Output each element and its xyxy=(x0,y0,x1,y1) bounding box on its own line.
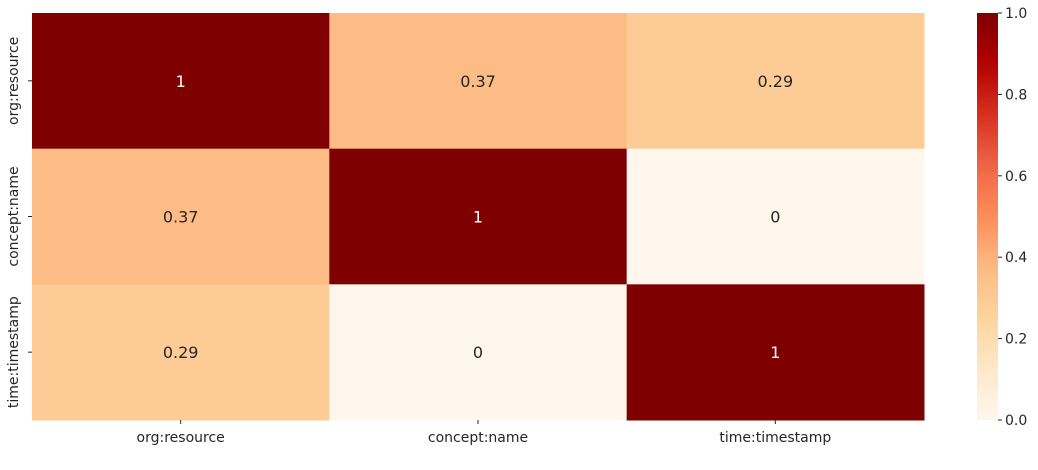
y-tick-label-1: concept:name xyxy=(6,166,22,266)
y-tick-label-0: org:resource xyxy=(6,37,22,125)
colorbar-tick-label-0: 0.0 xyxy=(1005,413,1027,429)
cell-value-label-0-2: 0.29 xyxy=(758,72,794,91)
cell-value-label-1-0: 0.37 xyxy=(163,208,199,227)
cell-value-label-2-0: 0.29 xyxy=(163,343,199,362)
colorbar-tick-label-3: 0.6 xyxy=(1005,169,1027,185)
cell-value-label-1-1: 1 xyxy=(473,208,483,227)
cell-value-label-1-2: 0 xyxy=(770,208,780,227)
cell-value-label-2-1: 0 xyxy=(473,343,483,362)
heatmap-cell-labels: 1 0.37 0.29 0.37 1 0 0.29 0 1 xyxy=(163,72,793,362)
colorbar-gradient xyxy=(977,13,998,420)
cell-value-label-2-2: 1 xyxy=(770,343,780,362)
y-axis: org:resource concept:name time:timestamp xyxy=(6,37,32,408)
x-tick-label-2: time:timestamp xyxy=(719,430,831,446)
colorbar: 0.0 0.2 0.4 0.6 0.8 1.0 xyxy=(977,6,1027,429)
colorbar-tick-label-1: 0.2 xyxy=(1005,332,1027,348)
heatmap-cells xyxy=(32,13,925,421)
colorbar-tick-label-5: 1.0 xyxy=(1005,6,1027,22)
cell-value-label-0-1: 0.37 xyxy=(460,72,496,91)
heatmap-cell-1-1 xyxy=(329,148,628,285)
y-tick-label-2: time:timestamp xyxy=(6,296,22,408)
colorbar-tick-label-2: 0.4 xyxy=(1005,250,1027,266)
heatmap-cell-0-2 xyxy=(626,13,925,150)
colorbar-tick-label-4: 0.8 xyxy=(1005,87,1027,103)
heatmap-cell-2-2 xyxy=(626,284,925,421)
heatmap-cell-2-0 xyxy=(32,284,330,421)
heatmap-cell-1-0 xyxy=(32,148,330,285)
heatmap-cell-0-1 xyxy=(329,13,628,150)
heatmap-cell-2-1 xyxy=(329,284,628,421)
cell-value-label-0-0: 1 xyxy=(176,72,186,91)
heatmap-cell-0-0 xyxy=(32,13,330,150)
x-tick-label-0: org:resource xyxy=(137,430,225,446)
x-axis: org:resource concept:name time:timestamp xyxy=(137,420,831,446)
x-tick-label-1: concept:name xyxy=(428,430,528,446)
heatmap-cell-1-2 xyxy=(626,148,925,285)
